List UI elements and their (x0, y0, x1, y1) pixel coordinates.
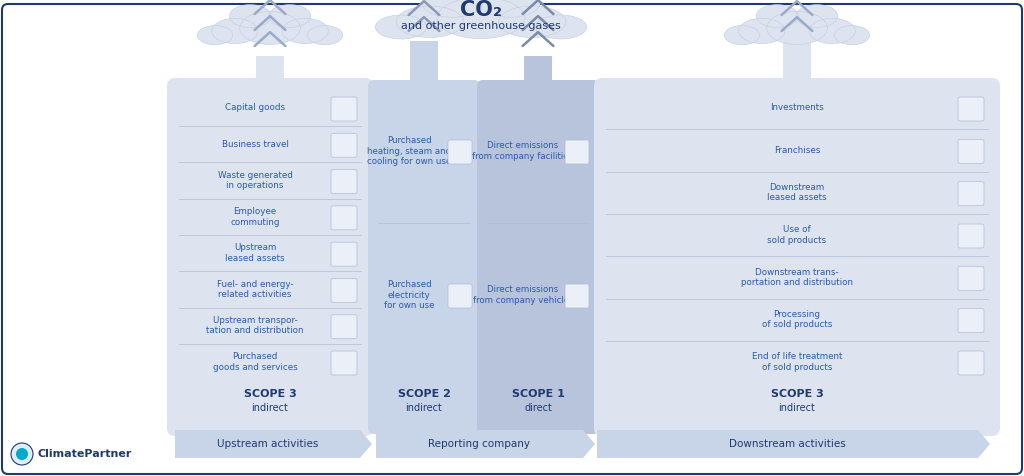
Ellipse shape (198, 26, 232, 45)
FancyBboxPatch shape (565, 284, 589, 308)
Polygon shape (376, 430, 595, 458)
Polygon shape (597, 430, 990, 458)
Text: ClimatePartner: ClimatePartner (37, 449, 131, 459)
Text: SCOPE 1: SCOPE 1 (512, 389, 564, 399)
Text: Capital goods: Capital goods (225, 103, 285, 112)
Text: Upstream activities: Upstream activities (217, 439, 318, 449)
Ellipse shape (212, 19, 258, 44)
Circle shape (16, 448, 28, 460)
Ellipse shape (422, 0, 482, 17)
FancyBboxPatch shape (331, 351, 357, 375)
FancyBboxPatch shape (449, 140, 472, 164)
Text: Reporting company: Reporting company (428, 439, 530, 449)
FancyBboxPatch shape (958, 351, 984, 375)
Text: Waste generated
in operations: Waste generated in operations (217, 171, 293, 190)
FancyBboxPatch shape (958, 139, 984, 163)
FancyBboxPatch shape (331, 169, 357, 194)
Text: Purchased
goods and services: Purchased goods and services (213, 352, 297, 372)
Text: Processing
of sold products: Processing of sold products (762, 310, 833, 329)
Text: Investments: Investments (770, 103, 824, 112)
FancyBboxPatch shape (368, 80, 480, 386)
FancyBboxPatch shape (167, 368, 373, 436)
FancyBboxPatch shape (331, 278, 357, 302)
Text: Purchased
heating, steam and
cooling for own use: Purchased heating, steam and cooling for… (367, 136, 452, 166)
Text: Fuel- and energy-
related activities: Fuel- and energy- related activities (217, 280, 293, 299)
Ellipse shape (376, 15, 427, 39)
Text: indirect: indirect (252, 403, 289, 413)
Ellipse shape (269, 5, 310, 28)
Bar (524, 56, 552, 86)
Polygon shape (175, 430, 372, 458)
Text: SCOPE 2: SCOPE 2 (397, 389, 451, 399)
Text: indirect: indirect (778, 403, 815, 413)
Ellipse shape (767, 11, 827, 44)
Text: direct: direct (524, 403, 552, 413)
Ellipse shape (809, 19, 855, 44)
FancyBboxPatch shape (477, 80, 599, 386)
Ellipse shape (796, 5, 838, 28)
FancyBboxPatch shape (331, 133, 357, 157)
Text: Purchased
electricity
for own use: Purchased electricity for own use (384, 280, 434, 310)
FancyBboxPatch shape (331, 315, 357, 339)
Text: Downstream
leased assets: Downstream leased assets (767, 183, 826, 202)
Text: Upstream
leased assets: Upstream leased assets (225, 243, 285, 263)
Ellipse shape (757, 5, 798, 28)
Text: Employee
commuting: Employee commuting (230, 207, 280, 227)
Text: SCOPE 3: SCOPE 3 (771, 389, 823, 399)
FancyBboxPatch shape (331, 242, 357, 266)
Text: Upstream transpor-
tation and distribution: Upstream transpor- tation and distributi… (206, 316, 304, 336)
Ellipse shape (536, 15, 587, 39)
Text: CO₂: CO₂ (460, 0, 502, 20)
Text: SCOPE 3: SCOPE 3 (244, 389, 296, 399)
FancyBboxPatch shape (958, 97, 984, 121)
Text: indirect: indirect (406, 403, 442, 413)
FancyBboxPatch shape (958, 308, 984, 333)
FancyBboxPatch shape (368, 370, 480, 434)
FancyBboxPatch shape (565, 140, 589, 164)
FancyBboxPatch shape (449, 284, 472, 308)
Text: Downstream trans-
portation and distribution: Downstream trans- portation and distribu… (741, 268, 853, 287)
FancyBboxPatch shape (2, 4, 1022, 474)
FancyBboxPatch shape (331, 97, 357, 121)
FancyBboxPatch shape (594, 368, 1000, 436)
Text: Downstream activities: Downstream activities (729, 439, 846, 449)
Text: Direct emissions
from company vehicles: Direct emissions from company vehicles (473, 285, 573, 305)
FancyBboxPatch shape (958, 182, 984, 206)
Ellipse shape (437, 0, 525, 39)
Text: Use of
sold products: Use of sold products (767, 225, 826, 245)
FancyBboxPatch shape (167, 78, 373, 388)
Bar (783, 41, 811, 86)
Ellipse shape (738, 19, 785, 44)
Text: Business travel: Business travel (221, 140, 289, 149)
Ellipse shape (307, 26, 343, 45)
FancyBboxPatch shape (594, 78, 1000, 388)
Ellipse shape (724, 26, 760, 45)
Circle shape (11, 443, 33, 465)
Ellipse shape (499, 6, 566, 38)
Text: Direct emissions
from company facilities: Direct emissions from company facilities (472, 141, 573, 161)
Text: End of life treatment
of sold products: End of life treatment of sold products (752, 352, 842, 372)
Ellipse shape (282, 19, 329, 44)
FancyBboxPatch shape (331, 206, 357, 230)
Ellipse shape (240, 11, 300, 44)
Ellipse shape (479, 0, 541, 17)
Bar (256, 56, 284, 86)
Bar (410, 41, 438, 86)
Ellipse shape (835, 26, 869, 45)
FancyBboxPatch shape (958, 224, 984, 248)
FancyBboxPatch shape (958, 267, 984, 290)
Text: Franchises: Franchises (774, 146, 820, 155)
Ellipse shape (396, 6, 464, 38)
FancyBboxPatch shape (477, 370, 599, 434)
Ellipse shape (229, 5, 271, 28)
Text: and other greenhouse gases: and other greenhouse gases (401, 21, 561, 31)
